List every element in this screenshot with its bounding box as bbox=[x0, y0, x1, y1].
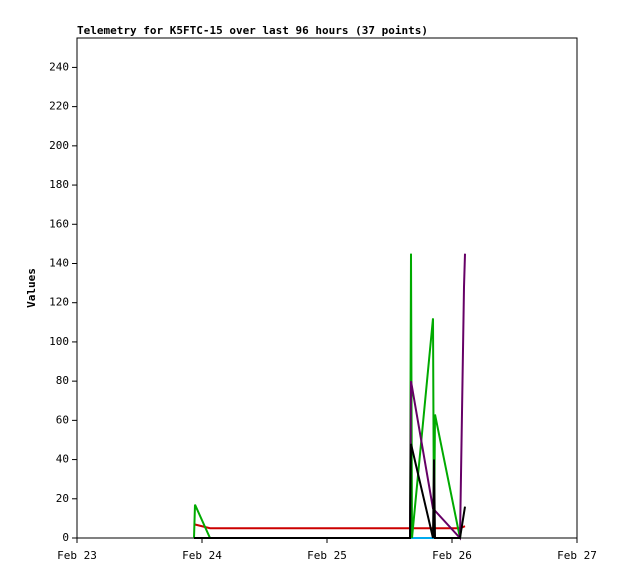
x-tick-label: Feb 25 bbox=[307, 549, 347, 562]
chart-title: Telemetry for K5FTC-15 over last 96 hour… bbox=[77, 24, 428, 37]
y-tick-label: 140 bbox=[49, 256, 69, 269]
x-tick-label: Feb 24 bbox=[182, 549, 222, 562]
x-tick-label: Feb 27 bbox=[557, 549, 597, 562]
series-line bbox=[194, 443, 466, 539]
y-tick-label: 180 bbox=[49, 178, 69, 191]
y-tick-label: 240 bbox=[49, 60, 69, 73]
x-tick-label: Feb 26 bbox=[432, 549, 472, 562]
series-line bbox=[193, 523, 466, 530]
y-tick-label: 100 bbox=[49, 335, 69, 348]
y-tick-label: 200 bbox=[49, 139, 69, 152]
y-tick-label: 0 bbox=[62, 531, 69, 544]
y-tick-label: 160 bbox=[49, 217, 69, 230]
series-line bbox=[409, 253, 466, 541]
x-tick-label: Feb 23 bbox=[57, 549, 97, 562]
y-tick-label: 20 bbox=[56, 492, 69, 505]
y-tick-label: 40 bbox=[56, 453, 69, 466]
y-tick-label: 220 bbox=[49, 100, 69, 113]
y-tick-label: 60 bbox=[56, 413, 69, 426]
y-tick-label: 80 bbox=[56, 374, 69, 387]
y-tick-label: 120 bbox=[49, 296, 69, 309]
y-axis-label: Values bbox=[25, 268, 38, 308]
series-line bbox=[193, 253, 462, 539]
plot-frame bbox=[76, 37, 578, 539]
